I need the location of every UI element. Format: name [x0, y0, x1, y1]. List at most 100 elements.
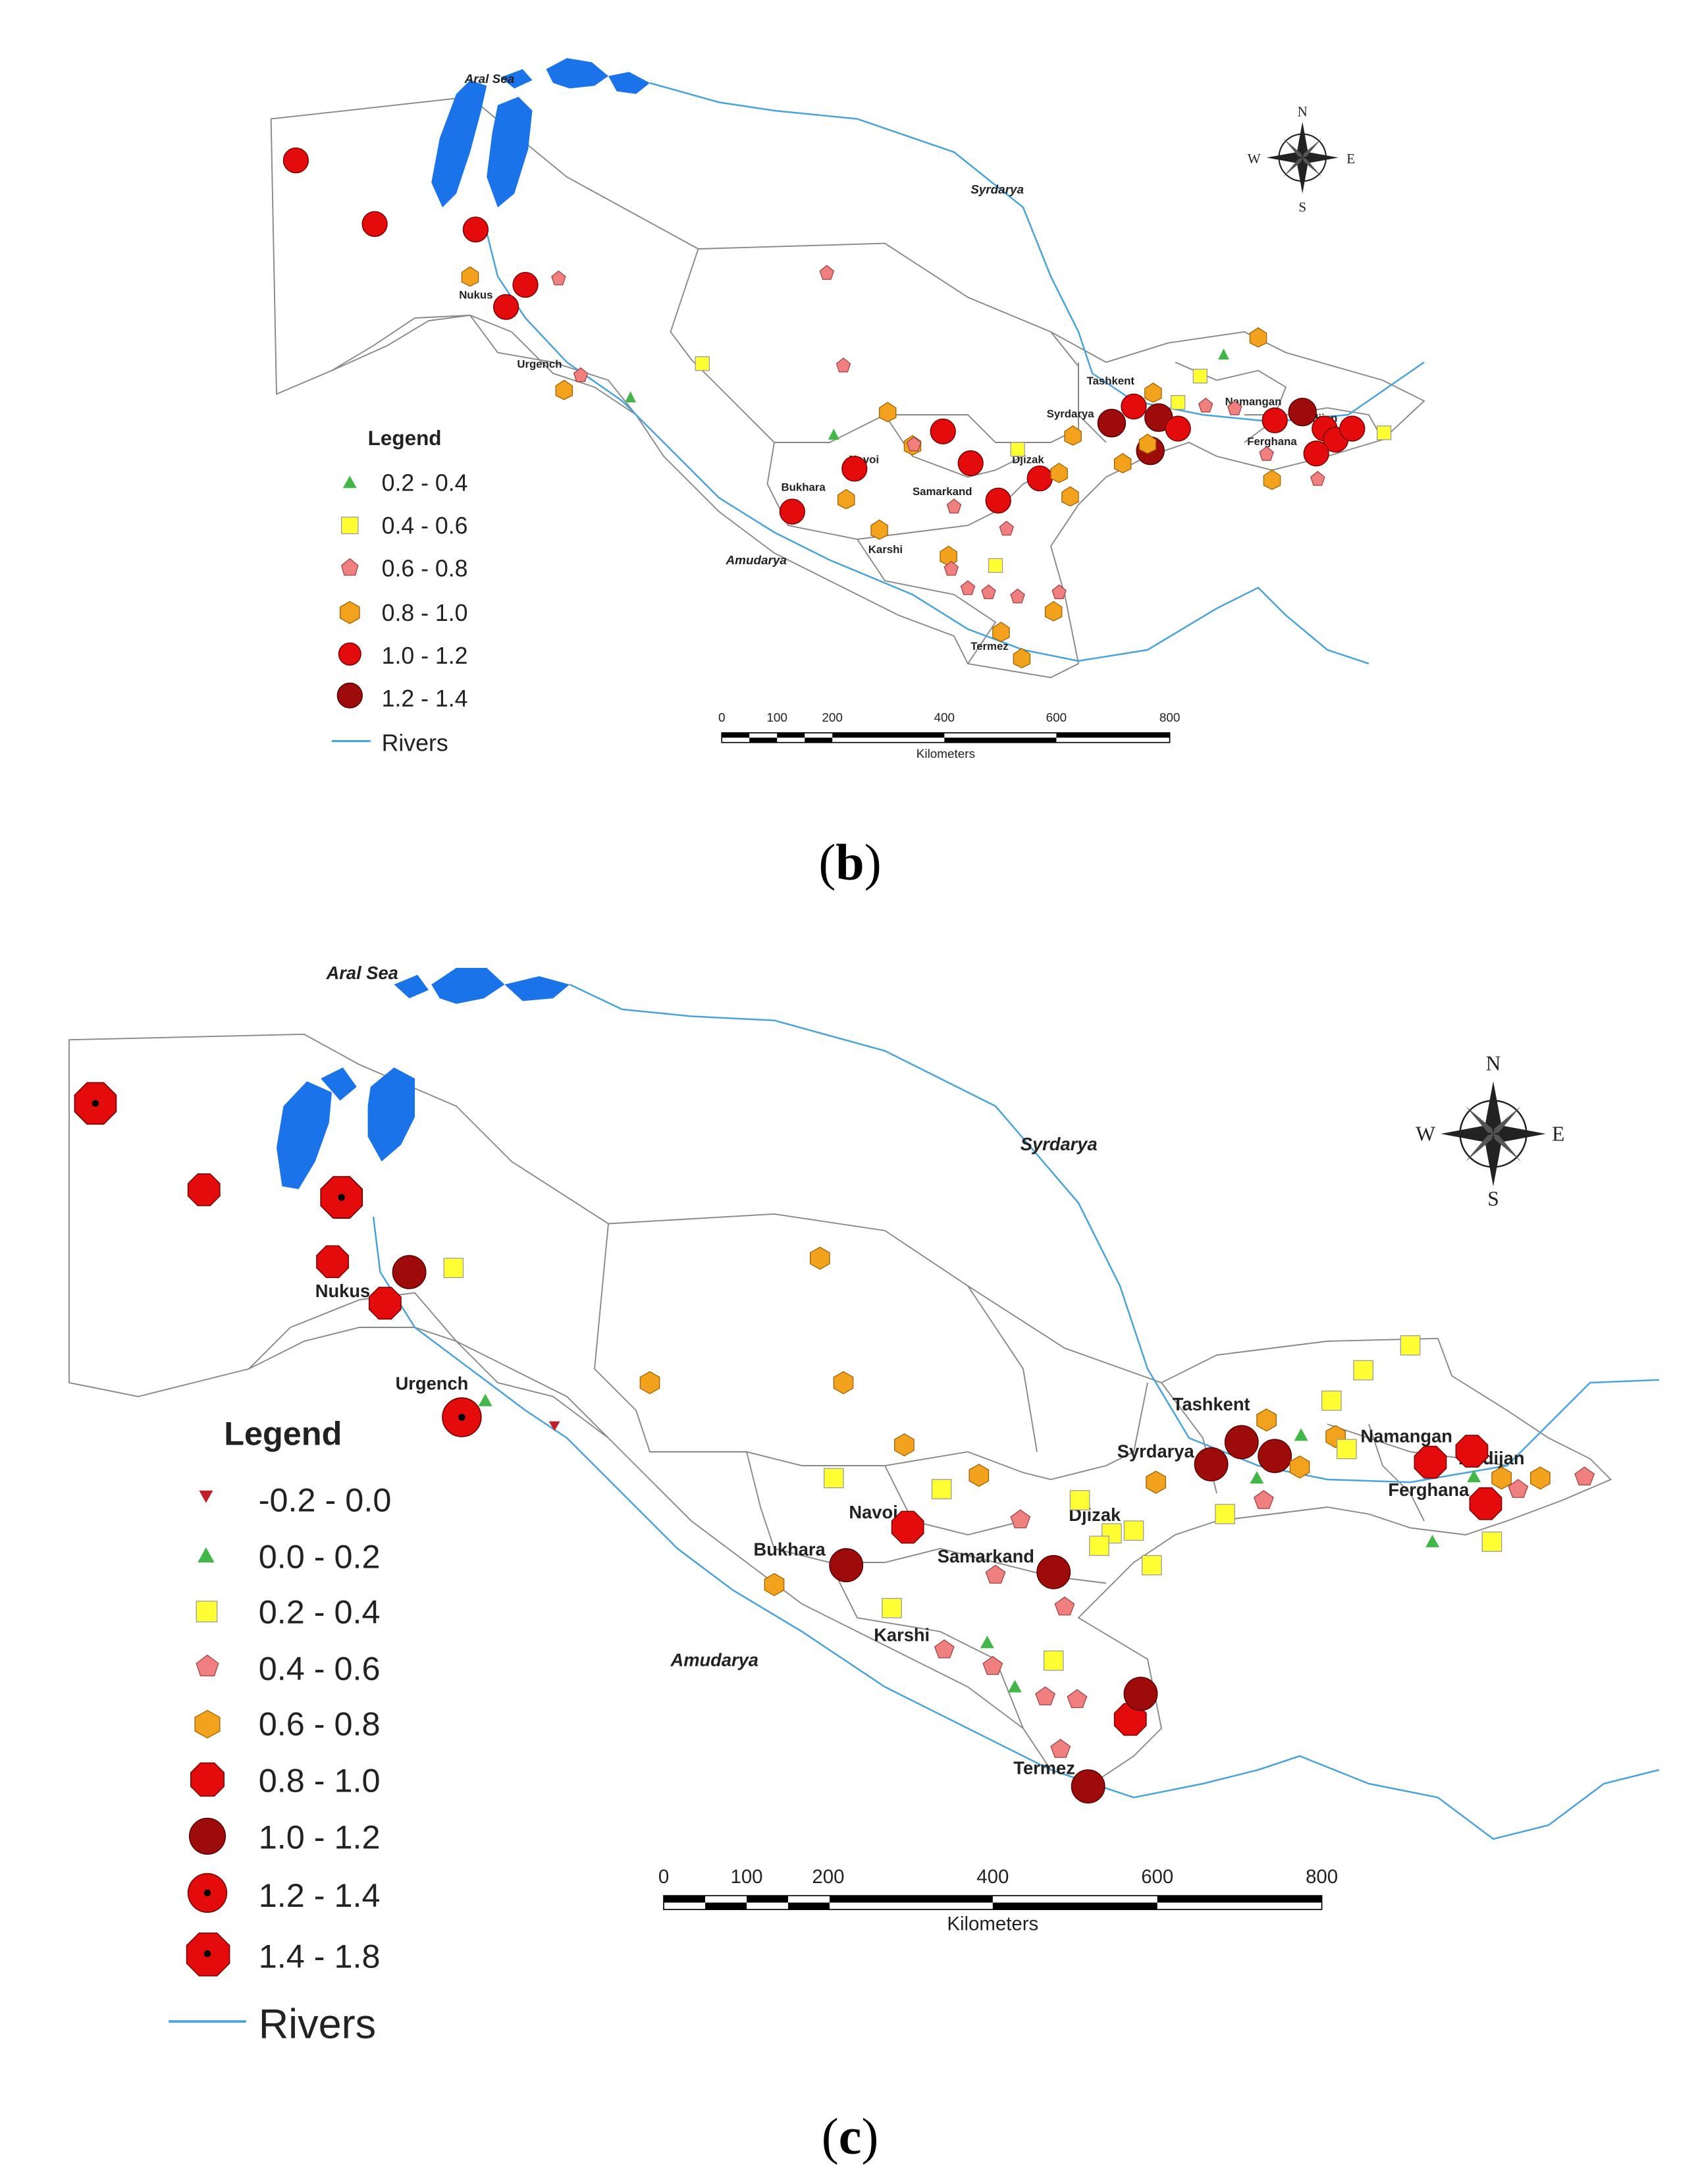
- marker-1-0-1-2: [1165, 415, 1191, 442]
- scale-tick-600: 600: [1046, 711, 1067, 725]
- marker-0-8-1-0: [1013, 648, 1031, 669]
- marker-0-6-0-8: [943, 560, 959, 576]
- scale-tick-100: 100: [766, 711, 787, 725]
- marker-0-0-0-2: [1250, 1471, 1264, 1484]
- marker-0-4-0-6: [988, 558, 1003, 573]
- scale-unit: Kilometers: [916, 747, 975, 761]
- legend-symbol-pentagon: [340, 558, 359, 576]
- marker-0-8-1-0: [891, 1510, 924, 1544]
- marker-0-8-1-0: [870, 519, 888, 540]
- map-panel-b: Aral Sea Syrdarya Amudarya Nukus Urgench…: [0, 0, 1700, 915]
- marker-0-6-0-8: [573, 367, 589, 383]
- marker-1-0-1-2: [841, 456, 868, 482]
- legend-symbol-triangle: [342, 475, 357, 489]
- marker-0-8-1-0: [1144, 382, 1162, 403]
- legend-rivers-c: Rivers: [259, 2001, 376, 2047]
- marker-0-8-1-0: [1061, 486, 1079, 507]
- scale-tick-100-c: 100: [730, 1866, 762, 1888]
- marker-0-8-1-0: [837, 489, 855, 510]
- marker-0-2-0-4: [1043, 1650, 1064, 1671]
- marker-0-0-0-2: [478, 1393, 492, 1406]
- marker-0-4-0-6: [1253, 1490, 1274, 1509]
- legend-item-c6: 0.8 - 1.0: [259, 1762, 381, 1799]
- marker-0-4-0-6: [1035, 1686, 1056, 1705]
- marker-0-2-0-4: [823, 1468, 844, 1489]
- marker-0-2-0-4: [1400, 1335, 1421, 1356]
- marker-0-0-0-2: [1467, 1470, 1481, 1483]
- scale-tick-400-c: 400: [976, 1866, 1009, 1888]
- marker-1-0-1-2: [282, 147, 309, 174]
- marker-0-8-1-0: [316, 1245, 349, 1279]
- marker-0-2-0-4: [1089, 1535, 1109, 1557]
- caption-c-close: ): [861, 2108, 879, 2165]
- marker-0-6-0-8: [1198, 397, 1213, 413]
- legend-symbol-inverted-triangle: [199, 1490, 213, 1503]
- region-label-karshi-c: Karshi: [874, 1625, 930, 1645]
- caption-b-open: (: [818, 834, 836, 891]
- scale-tick-0-c: 0: [658, 1866, 669, 1888]
- legend-item-2: 0.4 - 0.6: [382, 513, 468, 539]
- marker-0-6-0-8: [819, 265, 835, 280]
- river-label-syrdarya-c: Syrdarya: [1021, 1134, 1098, 1154]
- marker-0-6-0-8: [1259, 446, 1274, 461]
- legend-symbol-triangle-c: [198, 1547, 215, 1562]
- marker-1-4-1-8: [320, 1176, 363, 1219]
- marker-1-0-1-2: [1123, 1676, 1158, 1711]
- region-label-syrdarya-c: Syrdarya: [1117, 1441, 1195, 1461]
- station-markers: [282, 147, 1392, 669]
- marker-0-2-0-4: [1321, 1390, 1342, 1411]
- rivers-c: [372, 984, 1660, 1840]
- marker-0-6-0-8: [833, 1371, 854, 1395]
- marker-0-6-0-8: [1227, 400, 1242, 415]
- marker-1-0-1-2: [829, 1548, 864, 1583]
- legend-item-3: 0.6 - 0.8: [382, 556, 468, 582]
- marker-0-0-0-2: [1007, 1680, 1022, 1693]
- caption-b-letter: b: [836, 834, 864, 891]
- marker-0-8-1-0: [1064, 425, 1082, 446]
- marker-0-2-0-4: [828, 429, 839, 440]
- marker-0-8-1-0: [555, 379, 573, 400]
- aral-sea-label-c: Aral Sea: [326, 963, 398, 983]
- marker-0-6-0-8: [1051, 584, 1067, 599]
- marker-0-2-0-4: [1218, 348, 1229, 360]
- river-label-amudarya-c: Amudarya: [670, 1650, 758, 1670]
- legend-symbol-red-octagon: [190, 1762, 225, 1797]
- region-boundaries: [270, 96, 1425, 678]
- scale-tick-400: 400: [934, 711, 955, 725]
- marker-1-0-1-2: [392, 1255, 427, 1289]
- marker-0-2-0-4: [1215, 1504, 1235, 1524]
- marker-0-6-0-8: [764, 1573, 785, 1597]
- legend-symbol-red-circle: [338, 642, 361, 666]
- marker-1-0-1-2: [1258, 1439, 1292, 1474]
- scale-bar-c: [663, 1895, 1323, 1910]
- marker-0-4-0-6: [1010, 1509, 1031, 1529]
- marker-0-8-1-0: [1455, 1435, 1489, 1468]
- marker-1-0-1-2: [957, 450, 984, 477]
- legend-symbol-dark-circle-c: [188, 1817, 226, 1855]
- legend-item-c2: 0.0 - 0.2: [259, 1537, 381, 1575]
- legend-symbol-hexagon-c: [194, 1709, 221, 1739]
- legend-symbol-pentagon-c: [196, 1654, 219, 1676]
- marker-0-8-1-0: [1044, 600, 1063, 622]
- marker-0-6-0-8: [1256, 1408, 1277, 1432]
- legend-c: Legend -0.2 - 0.0 0.0 - 0.2 0.2 - 0.4 0.…: [169, 1415, 392, 2047]
- marker-0-6-0-8: [809, 1246, 830, 1270]
- marker-0-6-0-8: [960, 580, 976, 595]
- caption-b-close: ): [864, 834, 882, 891]
- marker-0-0-0-2: [1425, 1535, 1440, 1547]
- marker-0-6-0-8: [1146, 1470, 1166, 1494]
- compass-w: W: [1248, 151, 1261, 167]
- legend-item-c1: -0.2 - 0.0: [259, 1481, 392, 1518]
- marker-0-8-1-0: [1138, 433, 1157, 454]
- marker-1-0-1-2: [1339, 415, 1366, 442]
- marker-0-4-0-6: [1171, 394, 1186, 410]
- marker-0-2-0-4: [1069, 1490, 1090, 1510]
- marker-0-4-0-6: [1192, 369, 1208, 384]
- legend-symbol-dot-circle: [187, 1873, 228, 1913]
- legend-symbol-hexagon: [339, 600, 360, 624]
- marker-0-2-0-4: [625, 391, 636, 403]
- region-label-karshi: Karshi: [868, 543, 903, 556]
- compass-e: E: [1346, 151, 1355, 167]
- compass-rose-c: [1441, 1081, 1546, 1186]
- marker-0-6-0-8: [894, 1433, 915, 1457]
